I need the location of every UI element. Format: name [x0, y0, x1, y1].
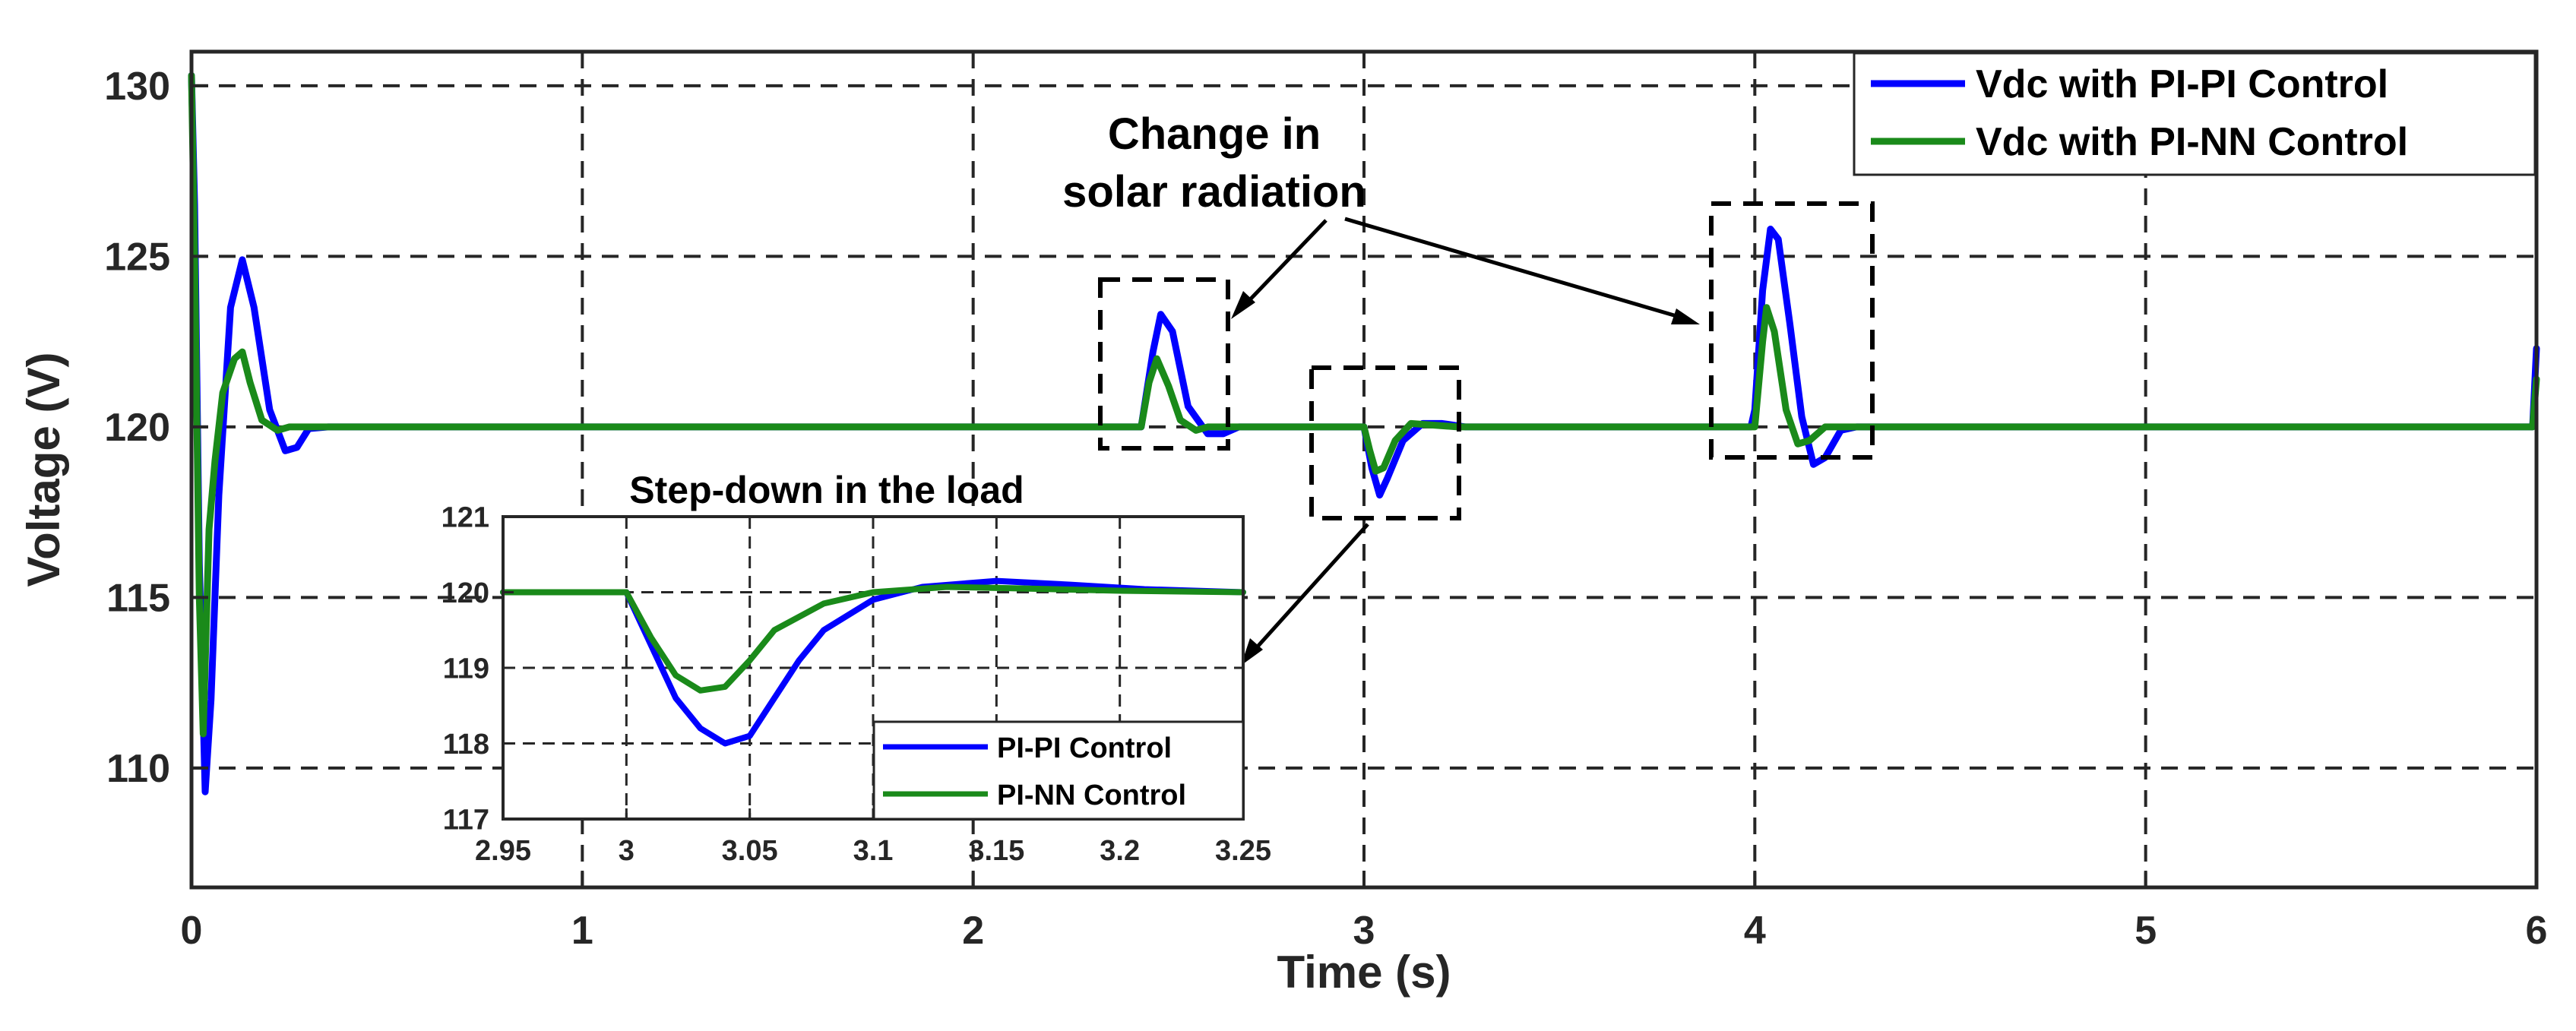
zoom-box-solar-1 — [1098, 277, 1230, 451]
arrowheads — [1231, 291, 1700, 666]
arrowhead-load — [1241, 638, 1263, 666]
inset-y-tick-label: 118 — [443, 729, 489, 761]
inset-legend-label-pipi: PI-PI Control — [997, 732, 1172, 764]
annotation-group — [1098, 201, 1875, 656]
inset-x-tick-label: 3 — [619, 835, 635, 867]
main-lines — [188, 71, 2540, 795]
inset-y-tick-label: 121 — [441, 501, 489, 533]
main-x-tick-label: 5 — [2135, 909, 2157, 953]
arrowhead-solar-2 — [1671, 308, 1700, 324]
inset-title: Step-down in the load — [629, 469, 1024, 511]
main-ticks: 0 1 2 3 4 5 6 110 115 120 125 130 — [104, 65, 2547, 953]
inset-x-tick-label: 3.15 — [968, 835, 1024, 867]
main-legend-label-pipi: Vdc with PI-PI Control — [1976, 62, 2388, 106]
main-x-tick-label: 3 — [1353, 909, 1375, 953]
main-x-tick-label: 1 — [571, 909, 593, 953]
main-series-line-1 — [188, 71, 2540, 738]
inset-x-tick-label: 3.2 — [1100, 835, 1140, 867]
zoom-box-load-step — [1309, 365, 1461, 520]
arrow-solar-2-line — [1344, 217, 1688, 321]
inset-x-tick-label: 3.1 — [853, 835, 894, 867]
inset-legend: PI-PI Control PI-NN Control — [872, 720, 1245, 821]
inset-y-tick-label: 119 — [443, 653, 489, 685]
inset-x-tick-label: 3.25 — [1215, 835, 1271, 867]
main-y-tick-label: 110 — [106, 747, 170, 791]
inset-series-line-0 — [500, 577, 1246, 747]
inset-x-tick-label: 2.95 — [475, 835, 531, 867]
arrow-load-line — [1248, 523, 1369, 656]
main-y-tick-label: 120 — [104, 406, 170, 450]
main-y-tick-label: 130 — [104, 65, 170, 109]
main-x-tick-label: 4 — [1744, 909, 1766, 953]
main-y-tick-label: 125 — [104, 236, 170, 280]
inset-y-tick-label: 117 — [443, 804, 489, 836]
main-legend: Vdc with PI-PI Control Vdc with PI-NN Co… — [1853, 52, 2536, 176]
main-y-tick-label: 115 — [106, 577, 170, 621]
main-x-tick-label: 6 — [2526, 909, 2548, 953]
main-x-tick-label: 0 — [181, 909, 203, 953]
annotation-solar-radiation: solar radiation — [1062, 167, 1366, 217]
inset-lines — [500, 577, 1246, 747]
main-y-axis-title: Voltage (V) — [18, 353, 69, 587]
inset-y-tick-label: 120 — [441, 577, 489, 609]
inset-ticks: 2.95 3 3.05 3.1 3.15 3.2 3.25 117 118 119 120 121 — [441, 501, 1271, 867]
arrowhead-solar-1 — [1231, 291, 1255, 319]
inset-x-tick-label: 3.05 — [722, 835, 778, 867]
inset-series-line-1 — [500, 583, 1246, 694]
zoom-box-solar-2 — [1709, 201, 1875, 460]
main-legend-box — [1853, 52, 2536, 176]
inset-legend-label-pinn: PI-NN Control — [997, 780, 1186, 811]
annotation-change-in: Change in — [1108, 109, 1321, 159]
arrow-solar-1-line — [1237, 219, 1328, 313]
main-x-axis-title: Time (s) — [1277, 947, 1451, 998]
main-x-tick-label: 2 — [962, 909, 984, 953]
inset-legend-box — [872, 720, 1245, 821]
main-legend-label-pinn: Vdc with PI-NN Control — [1976, 120, 2408, 164]
